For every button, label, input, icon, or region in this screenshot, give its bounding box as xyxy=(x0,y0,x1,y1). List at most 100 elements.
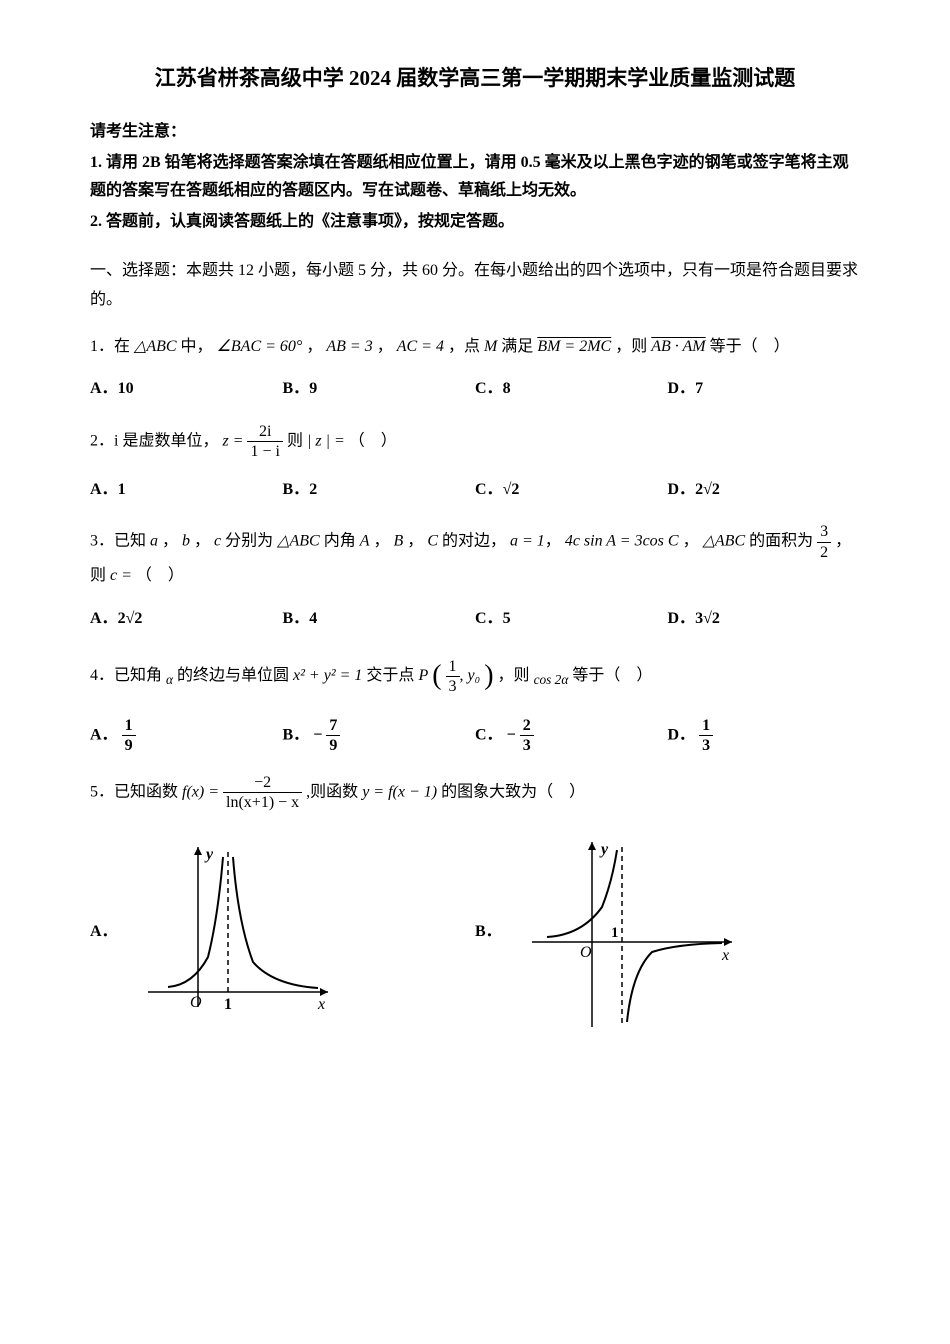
q2-mod: | z | = xyxy=(307,433,345,450)
curve-right xyxy=(627,943,722,1022)
q2-text-2: （ ） xyxy=(349,433,397,450)
q1-ab: AB = 3 xyxy=(326,338,372,355)
q4-text-4: 等于（ ） xyxy=(572,667,652,684)
notice-2: 2. 答题前，认真阅读答题纸上的《注意事项》，按规定答题。 xyxy=(90,208,860,237)
q5-y: y = f(x − 1) xyxy=(362,783,437,800)
q5-text-0: 5．已知函数 xyxy=(90,783,178,800)
tick-1: 1 xyxy=(224,996,232,1013)
q2-opt-b-val: 2 xyxy=(309,481,317,498)
q5-option-b-label: B． xyxy=(475,918,502,947)
q3-text-0: 3．已知 xyxy=(90,533,146,550)
q4-option-a: A． 1 9 xyxy=(90,716,283,755)
q5-graph-a: O 1 x y xyxy=(138,837,338,1027)
q3-a-eq: a = 1 xyxy=(510,533,545,550)
q1-text-0: 1．在 xyxy=(90,338,130,355)
q2-text-1: 则 xyxy=(287,433,303,450)
q3-option-d: D．3√2 xyxy=(668,605,861,634)
q1-option-c: C．8 xyxy=(475,375,668,404)
q5-graphs: A． O 1 x y B． xyxy=(90,832,860,1032)
q1-text-5: 满足 xyxy=(501,338,533,355)
question-3: 3．已知 a ， b ， c 分别为 △ABC 内角 A ， B ， C 的对边… xyxy=(90,522,860,590)
y-label: y xyxy=(204,846,214,863)
q1-angle: ∠BAC = 60° xyxy=(217,338,303,355)
q3-opt-a-val: 2√2 xyxy=(118,610,143,627)
q4-p-frac: 1 3 xyxy=(446,657,460,696)
q4-options: A． 1 9 B． − 7 9 C． − 2 3 D． 1 3 xyxy=(90,716,860,755)
curve-left xyxy=(168,857,223,987)
q4-d-den: 3 xyxy=(699,736,713,755)
q5-graph-b: O 1 x y xyxy=(522,832,742,1032)
q3-C: C xyxy=(427,533,438,550)
q3-text-5: ， xyxy=(374,533,390,550)
q3-options: A．2√2 B．4 C．5 D．3√2 xyxy=(90,605,860,634)
q3-text-9: ， xyxy=(683,533,699,550)
q2-option-b: B．2 xyxy=(283,476,476,505)
q2-text-0: 2．i 是虚数单位， xyxy=(90,433,218,450)
q4-b-num: 7 xyxy=(326,716,340,736)
q3-rel: 4c sin A = 3cos C xyxy=(565,533,679,550)
q3-opt-d-val: 3√2 xyxy=(695,610,720,627)
q4-option-b: B． − 7 9 xyxy=(283,716,476,755)
q3-area-frac: 3 2 xyxy=(817,522,831,561)
notice-header: 请考生注意： xyxy=(90,118,860,147)
q4-c-prefix: − xyxy=(507,726,516,743)
question-2: 2．i 是虚数单位， z = 2i 1 − i 则 | z | = （ ） xyxy=(90,422,860,461)
q5-frac-num: −2 xyxy=(223,773,302,793)
tick-1: 1 xyxy=(611,925,619,941)
q3-text-1: ， xyxy=(162,533,178,550)
q3-text-12: （ ） xyxy=(136,567,184,584)
q3-a: a xyxy=(150,533,158,550)
q2-opt-c-val: √2 xyxy=(503,481,520,498)
q4-b-frac: 7 9 xyxy=(326,716,340,755)
q1-text-3: ， xyxy=(377,338,393,355)
q3-c: c xyxy=(214,533,221,550)
q4-a-den: 9 xyxy=(122,736,136,755)
q4-p-y: y₀ xyxy=(468,667,481,684)
q2-option-a: A．1 xyxy=(90,476,283,505)
y-arrow-icon xyxy=(194,847,202,855)
q4-d-frac: 1 3 xyxy=(699,716,713,755)
q4-c-den: 3 xyxy=(520,736,534,755)
curve-right xyxy=(233,857,318,988)
q5-graph-a-item: A． O 1 x y xyxy=(90,837,475,1027)
q1-text-6: ，则 xyxy=(615,338,647,355)
q4-text-3: ，则 xyxy=(498,667,530,684)
question-5: 5．已知函数 f(x) = −2 ln(x+1) − x ,则函数 y = f(… xyxy=(90,773,860,812)
q4-option-d: D． 1 3 xyxy=(668,716,861,755)
q3-text-4: 内角 xyxy=(324,533,356,550)
q5-graph-b-item: B． O 1 x y xyxy=(475,832,860,1032)
q1-opt-b-val: 9 xyxy=(309,380,317,397)
q1-opt-a-val: 10 xyxy=(118,380,134,397)
q3-A: A xyxy=(360,533,370,550)
q5-text-2: 的图象大致为（ ） xyxy=(441,783,585,800)
x-arrow-icon xyxy=(724,938,732,946)
x-arrow-icon xyxy=(320,988,328,996)
q4-c-frac: 2 3 xyxy=(520,716,534,755)
q3-opt-c-val: 5 xyxy=(503,610,511,627)
q4-P: P xyxy=(418,667,428,684)
section-header: 一、选择题：本题共 12 小题，每小题 5 分，共 60 分。在每小题给出的四个… xyxy=(90,257,860,315)
q2-frac: 2i 1 − i xyxy=(247,422,282,461)
q1-opt-c-val: 8 xyxy=(503,380,511,397)
q2-option-c: C．√2 xyxy=(475,476,668,505)
q4-circle: x² + y² = 1 xyxy=(293,667,362,684)
q4-text-0: 4．已知角 xyxy=(90,667,162,684)
exam-title: 江苏省栟茶高级中学 2024 届数学高三第一学期期末学业质量监测试题 xyxy=(90,60,860,98)
q1-ac: AC = 4 xyxy=(397,338,444,355)
q5-f: f(x) = xyxy=(182,783,219,800)
q4-cos: cos 2α xyxy=(534,672,569,687)
q4-p-num: 1 xyxy=(446,657,460,677)
x-label: x xyxy=(721,947,729,964)
q4-text-1: 的终边与单位圆 xyxy=(177,667,289,684)
q3-option-a: A．2√2 xyxy=(90,605,283,634)
q3-c-eq: c = xyxy=(110,567,132,584)
curve-left xyxy=(547,850,617,937)
question-4: 4．已知角 α 的终边与单位圆 x² + y² = 1 交于点 P ( 1 3 … xyxy=(90,651,860,701)
q3-triangle2: △ABC xyxy=(703,533,746,550)
q5-option-a-label: A． xyxy=(90,918,118,947)
q3-b: b xyxy=(182,533,190,550)
q3-triangle: △ABC xyxy=(277,533,320,550)
x-label: x xyxy=(317,996,325,1013)
q1-bm: BM = 2MC xyxy=(537,338,611,355)
q3-opt-b-val: 4 xyxy=(309,610,317,627)
